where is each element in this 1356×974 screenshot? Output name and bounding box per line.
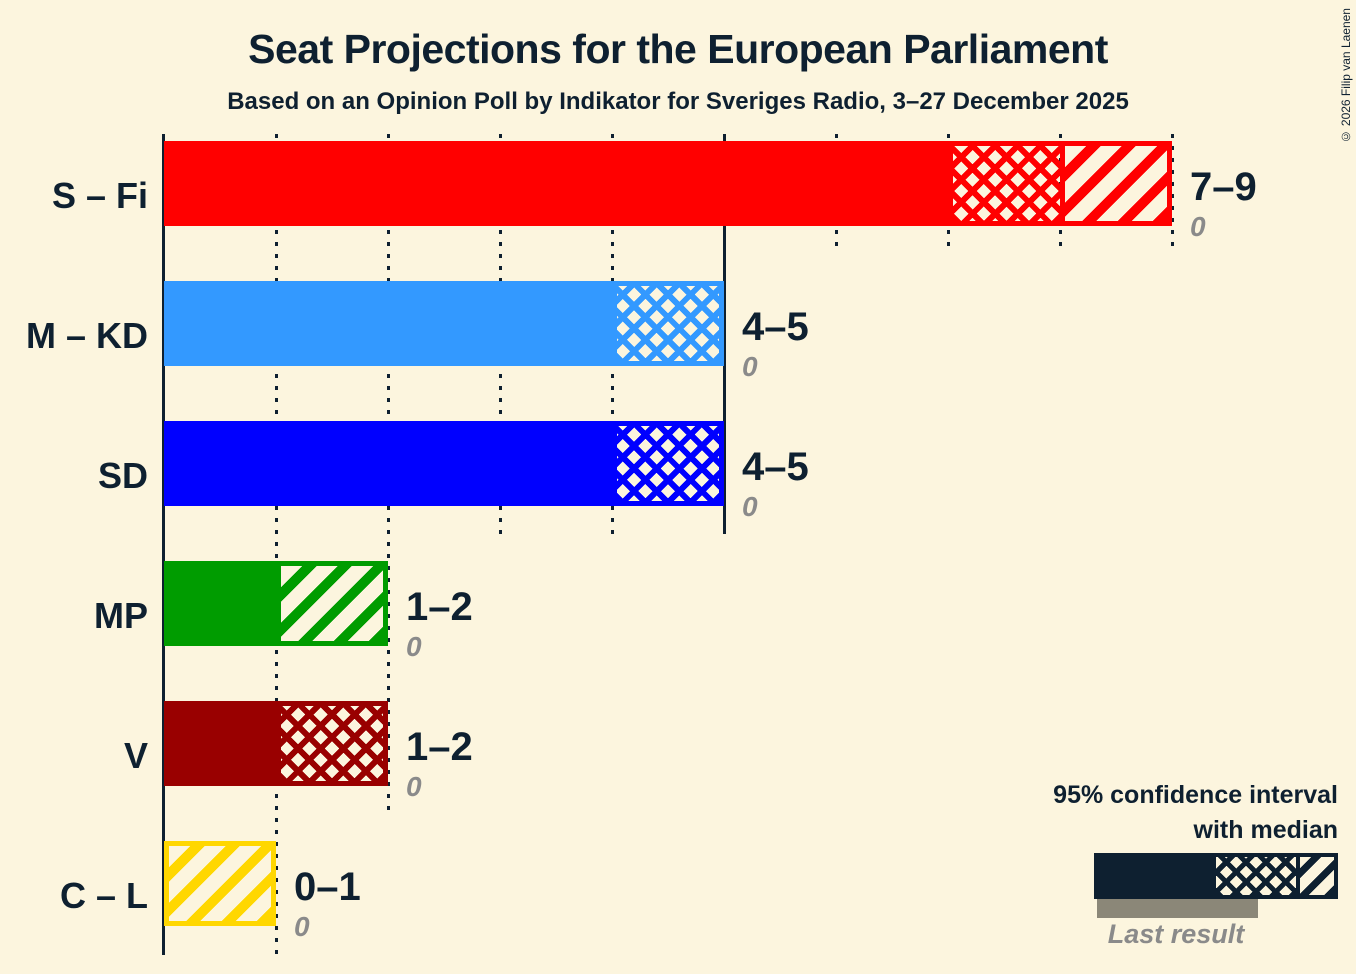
ci-range-label: 0–1 xyxy=(294,865,361,909)
value-label-block: 4–5 0 xyxy=(742,305,809,383)
copyright-notice: © 2026 Filip van Laenen xyxy=(1339,8,1353,144)
bar-crosshatch-section xyxy=(281,706,383,781)
bar-crosshatch-section xyxy=(617,426,719,501)
legend-crosshatch-section xyxy=(1216,857,1296,895)
ci-range-label: 4–5 xyxy=(742,305,809,349)
bar-diagonal-section xyxy=(1060,146,1167,221)
bar-confidence-interval xyxy=(276,561,388,646)
last-result-value: 0 xyxy=(1190,211,1206,242)
bar-solid-segment xyxy=(164,141,948,226)
last-result-value: 0 xyxy=(294,911,310,942)
last-result-value: 0 xyxy=(742,491,758,522)
bar-crosshatch-section xyxy=(953,146,1060,221)
legend-title-line1: 95% confidence interval xyxy=(1053,781,1338,809)
bar-diagonal-section xyxy=(281,566,383,641)
bar-solid-segment xyxy=(164,701,276,786)
y-axis-line xyxy=(162,134,165,955)
chart-subtitle: Based on an Opinion Poll by Indikator fo… xyxy=(227,88,1129,115)
ci-range-label: 7–9 xyxy=(1190,165,1257,209)
chart-title: Seat Projections for the European Parlia… xyxy=(248,26,1108,72)
value-label-block: 4–5 0 xyxy=(742,445,809,523)
legend-title: 95% confidence interval with median xyxy=(1053,778,1338,848)
bar-solid-segment xyxy=(164,561,276,646)
bar-solid-segment xyxy=(164,421,612,506)
party-label-sfi: S – Fi xyxy=(51,174,148,216)
x-gridline-1 xyxy=(274,134,278,954)
bar-confidence-interval xyxy=(276,701,388,786)
ci-range-label: 1–2 xyxy=(406,725,473,769)
party-label-sd: SD xyxy=(97,454,148,496)
bar-confidence-interval xyxy=(612,281,724,366)
bar-confidence-interval xyxy=(948,141,1172,226)
value-label-block: 1–2 0 xyxy=(406,725,473,803)
value-label-block: 0–1 0 xyxy=(294,865,361,943)
bar-confidence-interval xyxy=(612,421,724,506)
legend-last-result-label: Last result xyxy=(1107,919,1245,949)
legend-ci-sample-bar xyxy=(1094,853,1338,899)
legend-title-line2: with median xyxy=(1193,816,1338,844)
party-label-v: V xyxy=(123,734,148,776)
legend-solid-section xyxy=(1098,857,1216,895)
party-label-mkd: M – KD xyxy=(25,314,148,356)
bar-confidence-interval xyxy=(164,841,276,926)
legend-diagonal-section xyxy=(1296,857,1334,895)
ci-range-label: 4–5 xyxy=(742,445,809,489)
party-label-cl: C – L xyxy=(59,874,148,916)
party-label-mp: MP xyxy=(94,594,148,636)
last-result-value: 0 xyxy=(742,351,758,382)
ci-range-label: 1–2 xyxy=(406,585,473,629)
value-label-block: 7–9 0 xyxy=(1190,165,1257,243)
value-label-block: 1–2 0 xyxy=(406,585,473,663)
bar-solid-segment xyxy=(164,281,612,366)
last-result-value: 0 xyxy=(406,771,422,802)
last-result-value: 0 xyxy=(406,631,422,662)
x-gridline-5 xyxy=(722,134,726,534)
bar-diagonal-section xyxy=(169,846,271,921)
legend-last-result-bar xyxy=(1097,899,1258,918)
x-gridline-9 xyxy=(1170,134,1174,254)
bar-crosshatch-section xyxy=(617,286,719,361)
